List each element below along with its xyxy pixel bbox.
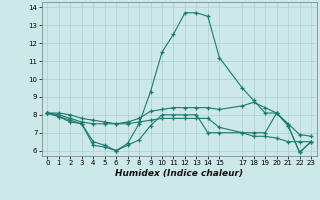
X-axis label: Humidex (Indice chaleur): Humidex (Indice chaleur) (115, 169, 243, 178)
